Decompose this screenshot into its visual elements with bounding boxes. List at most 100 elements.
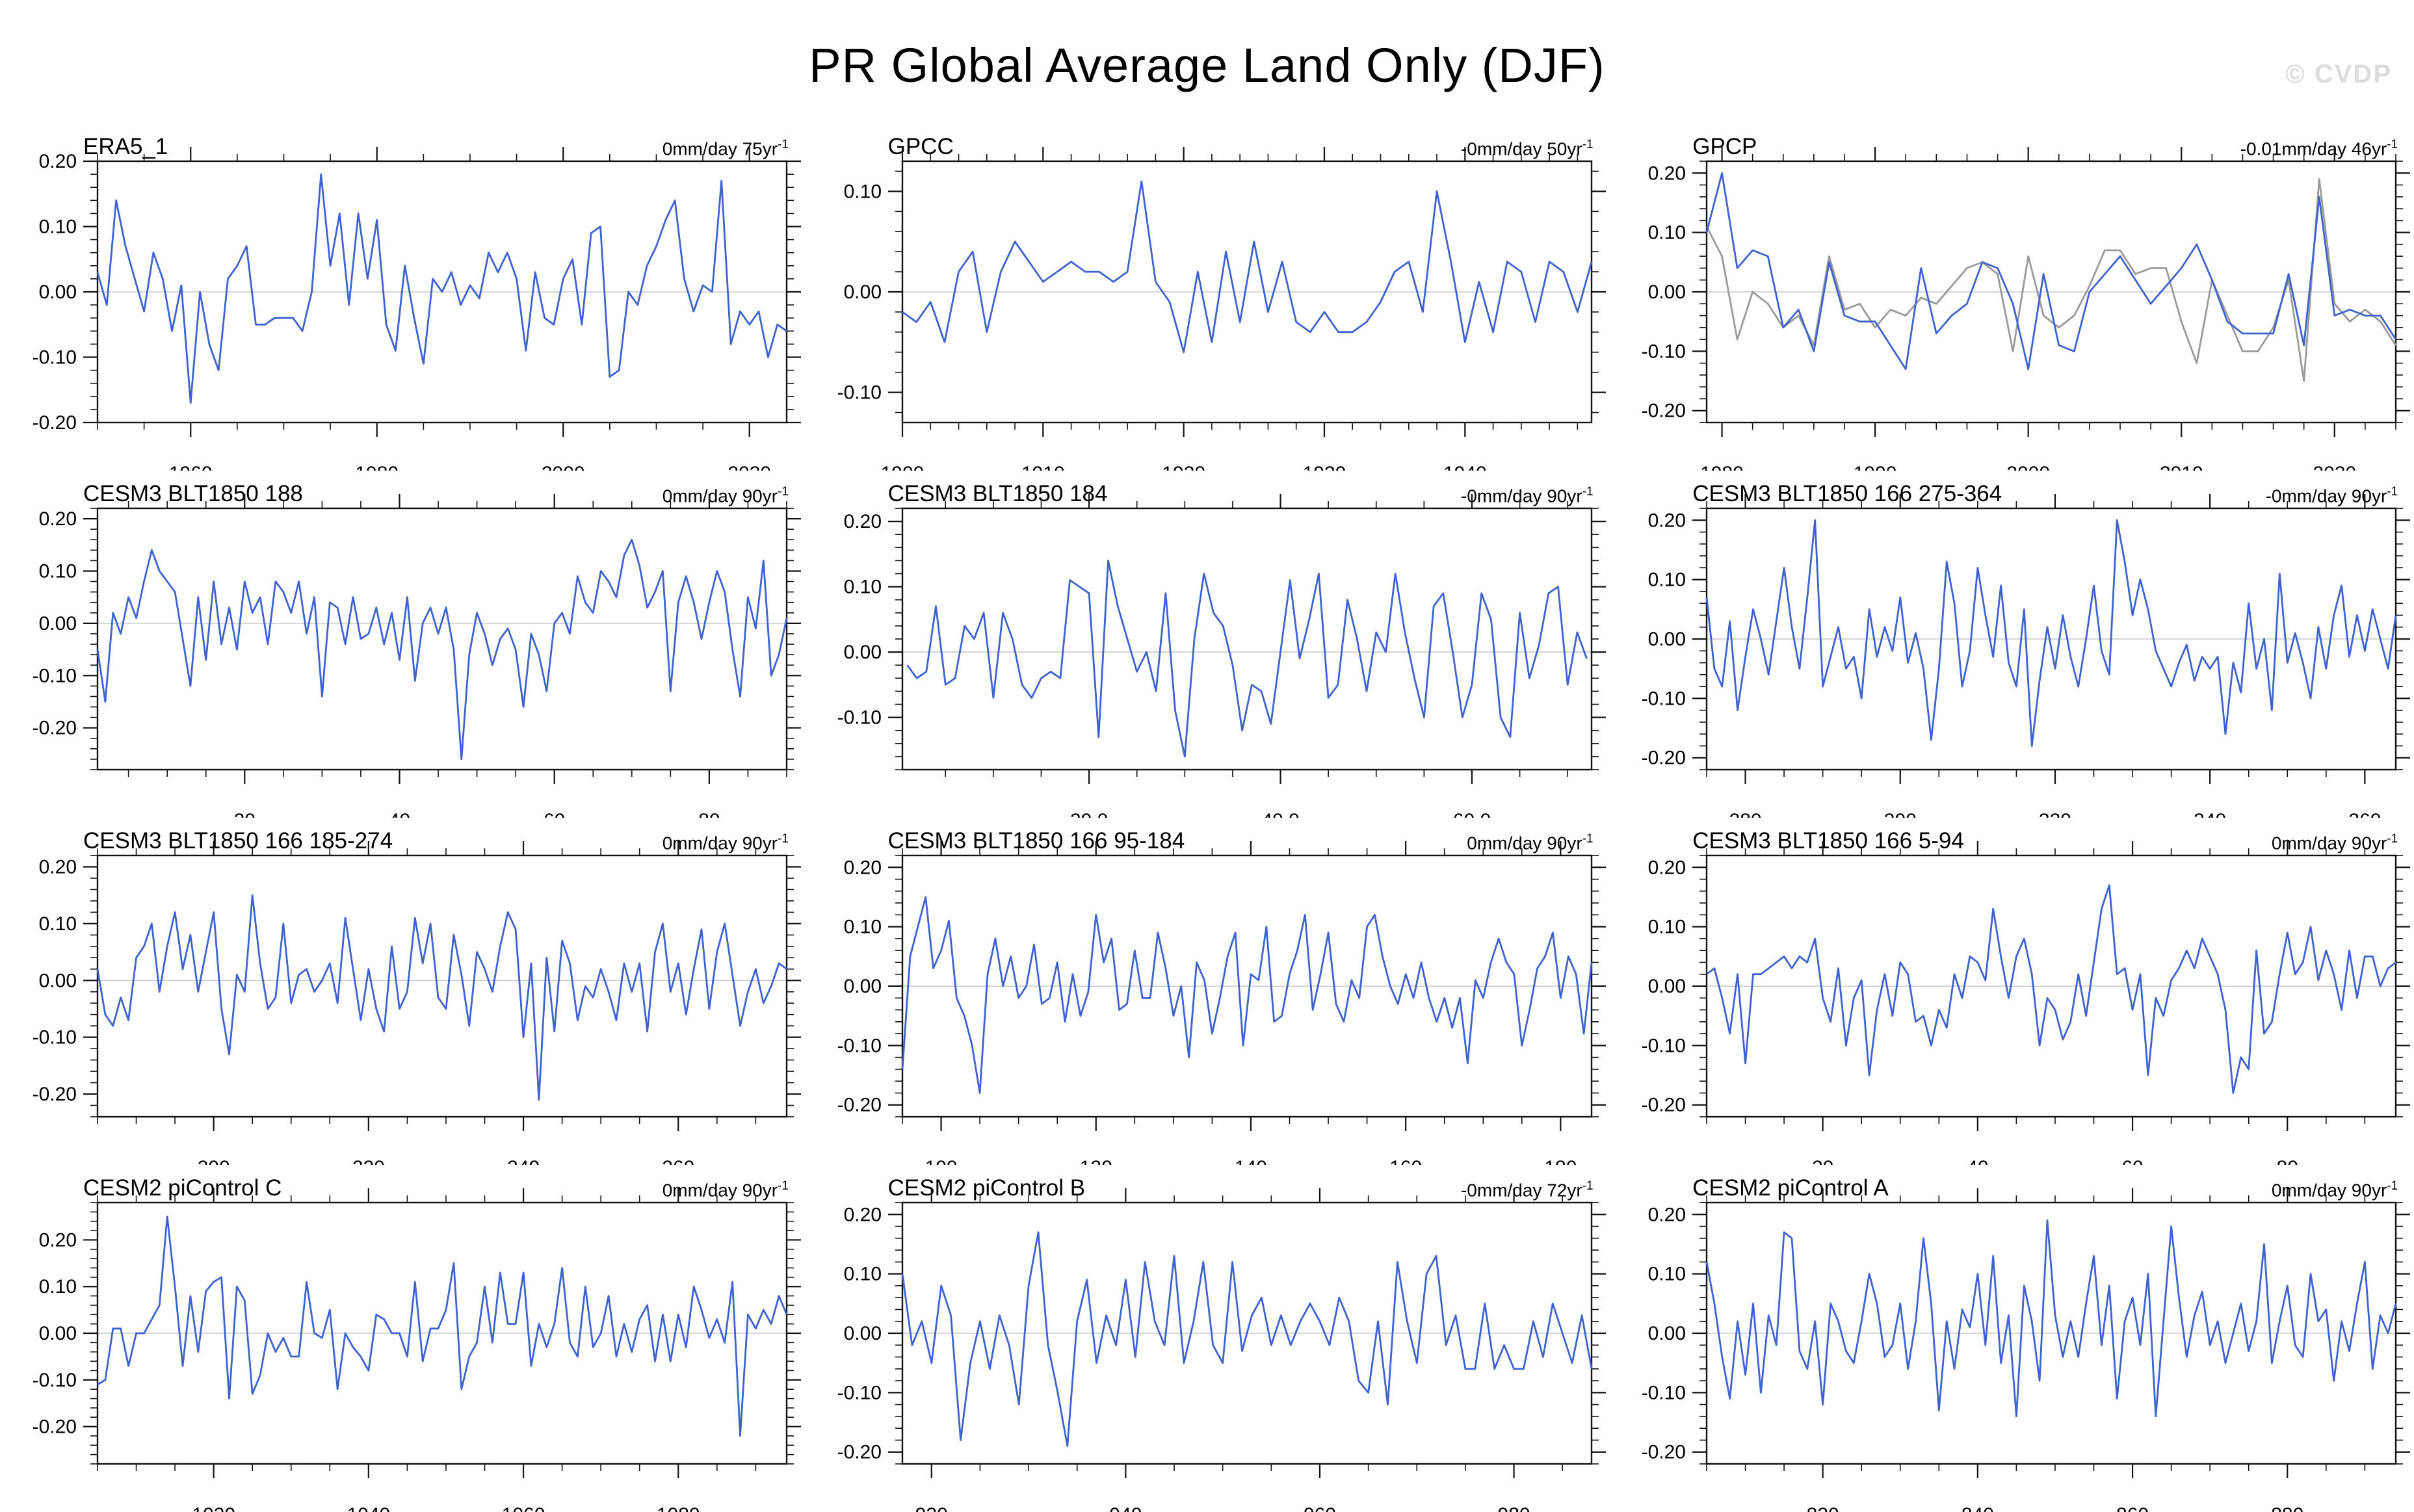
chart-panel-5: CESM3 BLT1850 184 -0mm/day 90yr-1 0.20 0.10… <box>805 471 1609 818</box>
y-tick-label: 0.20 <box>843 857 881 878</box>
y-tick-label: -0.20 <box>33 718 77 739</box>
x-tick-label: 940 <box>1109 1504 1142 1512</box>
y-tick-label: 0.20 <box>1648 510 1686 531</box>
panel-plot-svg: 0.20 0.10 0.00 -0.10 -0.20 280 300 320 340 360 <box>1642 494 2411 818</box>
panel-trend-label: -0mm/day 50yr-1 <box>1460 138 1594 159</box>
panel-title: CESM3 BLT1850 166 5-94 <box>1692 828 1964 854</box>
y-tick-label: 0.10 <box>843 1264 881 1285</box>
y-tick-label: 0.00 <box>1648 976 1686 997</box>
x-tick-label: 840 <box>1961 1504 1994 1512</box>
chart-panel-6: CESM3 BLT1850 166 275-364 -0mm/day 90yr-1… <box>1609 471 2413 818</box>
x-tick-label: 20.0 <box>1069 810 1107 818</box>
chart-panel-1: ERA5_1 0mm/day 75yr-1 0.20 0.10 0.00 -0.10 -0.… <box>0 124 804 471</box>
x-tick-label: 320 <box>2039 810 2071 818</box>
panel-title: CESM3 BLT1850 166 185-274 <box>83 828 393 854</box>
y-tick-label: 0.20 <box>1648 163 1686 184</box>
y-tick-label: 0.00 <box>1648 1323 1686 1344</box>
y-tick-label: -0.10 <box>33 1370 77 1391</box>
panel-title: CESM3 BLT1850 188 <box>83 481 303 506</box>
page-title: PR Global Average Land Only (DJF) <box>809 38 1605 92</box>
x-tick-label: 280 <box>1729 810 1762 818</box>
x-tick-label: 60.0 <box>1452 810 1490 818</box>
series-line-cesm3-blt1850-166-185-274 <box>96 894 787 1101</box>
panel-plot-svg: 0.20 0.10 0.00 -0.10 -0.20 1960 1980 2000 2020 <box>33 147 801 471</box>
series-line-secondary-obs <box>1705 178 2397 382</box>
y-tick-label: -0.20 <box>33 1084 77 1105</box>
panel-trend-label: -0mm/day 90yr-1 <box>1460 485 1594 506</box>
chart-panel-4: CESM3 BLT1850 188 0mm/day 90yr-1 0.20 0.10 0… <box>0 471 804 818</box>
y-tick-label: 0.10 <box>1648 569 1686 591</box>
y-tick-label: 0.00 <box>843 976 881 997</box>
y-tick-label: -0.10 <box>1642 1035 1686 1056</box>
panel-header: CESM2 piControl A 0mm/day 90yr-1 <box>1609 1175 2398 1205</box>
y-tick-label: -0.10 <box>33 347 77 369</box>
x-tick-label: 240 <box>507 1157 540 1165</box>
x-tick-label: 820 <box>1807 1504 1839 1512</box>
x-tick-label: 80 <box>2277 1157 2298 1165</box>
panel-header: CESM3 BLT1850 166 275-364 -0mm/day 90yr-1 <box>1609 481 2398 511</box>
x-tick-label: 1940 <box>1443 463 1487 471</box>
chart-panel-8: CESM3 BLT1850 166 95-184 0mm/day 90yr-1 0.… <box>805 818 1609 1165</box>
y-tick-label: -0.20 <box>1642 400 1686 422</box>
y-tick-label: -0.10 <box>33 1027 77 1049</box>
panel-plot-svg: 0.20 0.10 0.00 -0.10 -0.20 1980 1990 2000 2010 20… <box>1642 147 2411 471</box>
series-line-gpcc <box>901 180 1592 354</box>
y-tick-label: 0.10 <box>39 913 77 935</box>
panel-trend-label: 0mm/day 90yr-1 <box>662 832 789 854</box>
y-tick-label: -0.10 <box>33 665 77 686</box>
panel-header: CESM2 piControl C 0mm/day 90yr-1 <box>0 1175 789 1205</box>
y-tick-label: -0.20 <box>1642 748 1686 769</box>
panel-header: CESM3 BLT1850 166 95-184 0mm/day 90yr-1 <box>805 828 1594 858</box>
y-tick-label: -0.10 <box>1642 688 1686 709</box>
series-line-gpcp <box>1705 172 2397 371</box>
x-tick-label: 2000 <box>542 463 585 471</box>
panel-header: GPCP -0.01mm/day 46yr-1 <box>1609 134 2398 164</box>
panel-plot-svg: 0.20 0.10 0.00 -0.10 20.0 40.0 60.0 <box>837 494 1606 818</box>
x-tick-label: 1040 <box>347 1504 390 1512</box>
y-tick-label: 0.20 <box>39 856 77 878</box>
cvdp-watermark: © CVDP <box>2285 60 2392 88</box>
y-tick-label: -0.10 <box>837 707 881 729</box>
charts-grid: ERA5_1 0mm/day 75yr-1 0.20 0.10 0.00 -0.10 -0.… <box>0 124 2414 1512</box>
panel-title: CESM2 piControl A <box>1692 1175 1889 1201</box>
x-tick-label: 1930 <box>1302 463 1346 471</box>
x-tick-label: 160 <box>1389 1157 1422 1165</box>
x-tick-label: 1980 <box>355 463 399 471</box>
panel-plot-svg: 0.20 0.10 0.00 -0.10 -0.20 920 940 960 980 <box>837 1188 1606 1512</box>
x-tick-label: 2000 <box>2006 463 2050 471</box>
chart-panel-7: CESM3 BLT1850 166 185-274 0mm/day 90yr-1 0… <box>0 818 804 1165</box>
chart-panel-12: CESM2 piControl A 0mm/day 90yr-1 0.20 0.10 0… <box>1609 1165 2413 1512</box>
y-tick-label: 0.00 <box>843 281 881 303</box>
panel-trend-label: 0mm/day 75yr-1 <box>662 138 789 159</box>
x-tick-label: 340 <box>2194 810 2226 818</box>
x-tick-label: 980 <box>1497 1504 1530 1512</box>
x-tick-label: 260 <box>662 1157 694 1165</box>
x-tick-label: 300 <box>1884 810 1917 818</box>
x-tick-label: 1080 <box>657 1504 700 1512</box>
y-tick-label: 0.20 <box>1648 857 1686 878</box>
x-tick-label: 140 <box>1235 1157 1267 1165</box>
series-line-cesm2-picontrol-c <box>97 1216 788 1437</box>
series-line-cesm3-blt1850-166-275-364 <box>1705 519 2397 747</box>
y-tick-label: 0.10 <box>39 216 77 238</box>
x-tick-label: 40.0 <box>1261 810 1299 818</box>
y-tick-label: -0.20 <box>837 1095 881 1116</box>
panel-trend-label: 0mm/day 90yr-1 <box>662 1179 789 1201</box>
x-tick-label: 1020 <box>192 1504 235 1512</box>
y-tick-label: 0.00 <box>39 970 77 991</box>
x-tick-label: 40 <box>1967 1157 1988 1165</box>
x-tick-label: 180 <box>1544 1157 1577 1165</box>
y-tick-label: -0.20 <box>837 1442 881 1463</box>
x-tick-label: 960 <box>1304 1504 1336 1512</box>
panel-title: CESM3 BLT1850 166 95-184 <box>887 828 1185 854</box>
series-line-cesm2-picontrol-a <box>1705 1219 2397 1418</box>
series-line-cesm3-blt1850-188 <box>96 538 788 761</box>
panel-plot-svg: 0.20 0.10 0.00 -0.10 -0.20 1020 1040 1060 1080 <box>33 1188 801 1512</box>
y-tick-label: 0.10 <box>39 560 77 582</box>
y-tick-label: 0.20 <box>39 151 77 172</box>
y-tick-label: -0.20 <box>1642 1095 1686 1116</box>
panel-title: CESM3 BLT1850 184 <box>887 481 1108 506</box>
series-line-cesm2-picontrol-b <box>901 1231 1592 1448</box>
panel-title: GPCC <box>887 134 954 159</box>
y-tick-label: 0.10 <box>843 181 881 202</box>
